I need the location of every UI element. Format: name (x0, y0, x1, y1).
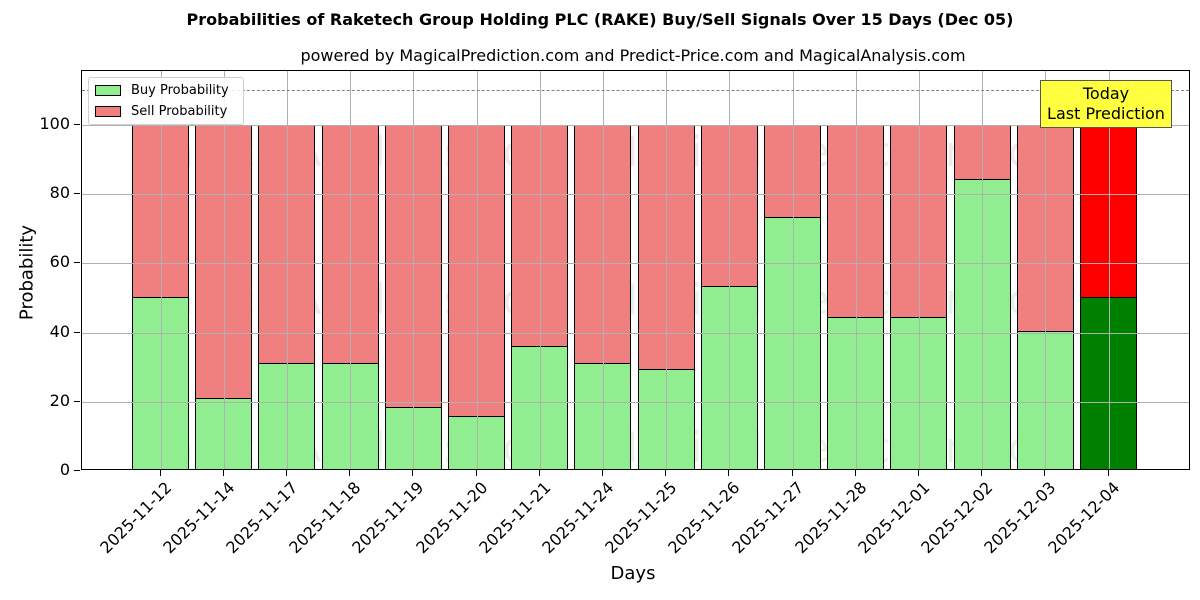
x-tick-mark (601, 470, 603, 476)
y-tick-mark (74, 262, 80, 264)
gridline-vertical (855, 71, 857, 469)
gridline-vertical (666, 71, 668, 469)
plot-area: MagicalAnalysis.comMagicalPrediction.com… (81, 70, 1190, 470)
x-axis-title: Days (610, 563, 656, 584)
y-tick-mark (74, 400, 80, 402)
x-tick-mark (159, 470, 161, 476)
gridline-horizontal (82, 263, 1189, 265)
legend: Buy Probability Sell Probability (88, 77, 244, 125)
y-tick-label: 100 (39, 114, 70, 133)
chart-subtitle: powered by MagicalPrediction.com and Pre… (300, 46, 966, 65)
y-tick-label: 20 (49, 390, 70, 410)
gridline-horizontal (82, 125, 1189, 126)
sell-swatch-icon (95, 105, 121, 117)
y-axis-title: Probability (16, 224, 38, 321)
x-tick-mark (222, 470, 224, 476)
gridline-horizontal (82, 401, 1189, 403)
y-tick-label: 40 (49, 321, 70, 341)
legend-buy-label: Buy Probability (131, 82, 229, 98)
x-tick-mark (728, 470, 730, 476)
annotation-line1: Today (1082, 84, 1130, 103)
y-tick-mark (74, 193, 80, 195)
gridline-vertical (476, 71, 478, 469)
gridline-horizontal (82, 194, 1189, 196)
gridline-vertical (602, 71, 604, 469)
x-tick-mark (349, 470, 351, 476)
gridline-vertical (539, 71, 541, 469)
x-tick-mark (854, 470, 856, 476)
gridline-vertical (160, 71, 162, 469)
gridline-vertical (729, 71, 731, 469)
gridline-vertical (918, 71, 920, 469)
x-tick-mark (665, 470, 667, 476)
y-tick-label: 80 (49, 183, 70, 203)
x-tick-mark (1044, 470, 1046, 476)
y-tick-mark (74, 124, 80, 125)
x-tick-mark (791, 470, 793, 476)
gridline-vertical (286, 71, 288, 469)
x-tick-mark (285, 470, 287, 476)
y-tick-label: 0 (59, 460, 70, 479)
y-tick-mark (74, 331, 80, 333)
gridline-vertical (413, 71, 415, 469)
gridline-vertical (982, 71, 984, 469)
gridline-vertical (350, 71, 352, 469)
x-tick-mark (475, 470, 477, 476)
x-tick-mark (981, 470, 983, 476)
buy-swatch-icon (95, 84, 121, 96)
gridline-vertical (223, 71, 225, 469)
x-tick-mark (538, 470, 540, 476)
today-annotation: Today Last Prediction (1040, 80, 1172, 128)
chart-title: Probabilities of Raketech Group Holding … (186, 10, 1014, 29)
reference-line (82, 90, 1189, 92)
legend-item-sell: Sell Probability (95, 103, 227, 119)
gridline-vertical (1108, 71, 1110, 469)
x-tick-mark (1107, 470, 1109, 476)
gridline-vertical (1045, 71, 1047, 469)
annotation-line2: Last Prediction (1047, 104, 1165, 123)
x-tick-mark (917, 470, 919, 476)
gridline-vertical (792, 71, 794, 469)
legend-sell-label: Sell Probability (131, 103, 228, 119)
y-tick-label: 60 (49, 252, 70, 272)
y-tick-mark (74, 470, 80, 471)
x-tick-mark (412, 470, 414, 476)
legend-item-buy: Buy Probability (95, 82, 229, 98)
gridline-horizontal (82, 332, 1189, 334)
